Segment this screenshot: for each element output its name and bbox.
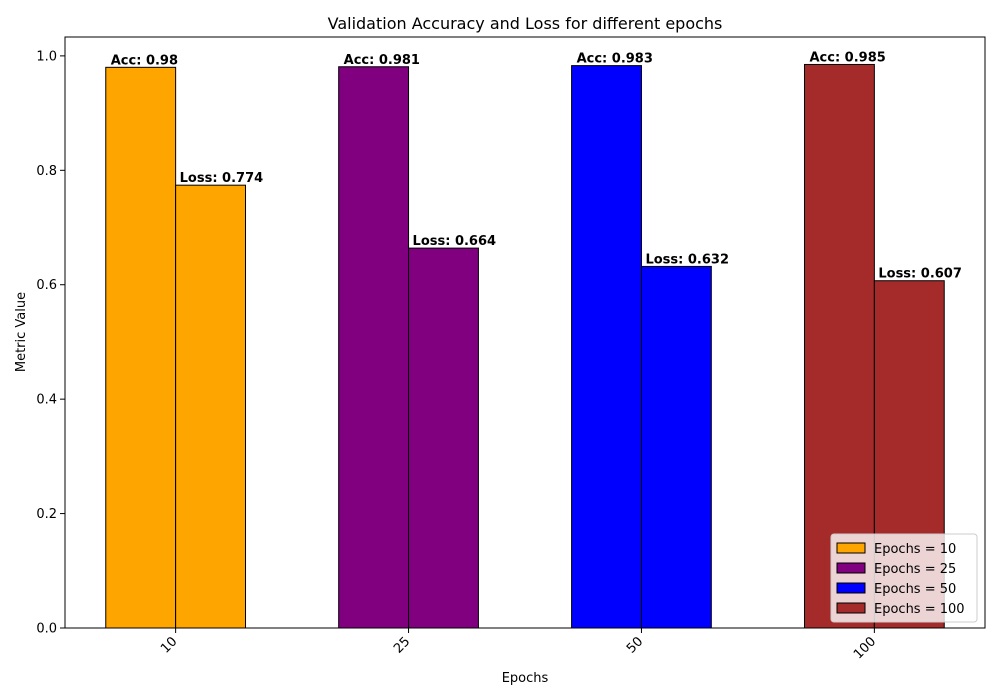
x-tick-label: 100 — [851, 634, 879, 662]
legend-label: Epochs = 100 — [874, 602, 965, 617]
legend-swatch — [836, 562, 866, 574]
legend-box — [830, 533, 978, 623]
accuracy-label: Acc: 0.985 — [809, 50, 885, 65]
accuracy-label: Acc: 0.98 — [111, 53, 178, 68]
accuracy-bar — [105, 66, 177, 629]
legend-swatch — [836, 582, 866, 594]
y-tick-label: 0.8 — [36, 164, 57, 179]
x-axis-label: Epochs — [502, 671, 549, 686]
accuracy-label: Acc: 0.981 — [344, 53, 420, 68]
legend-label: Epochs = 50 — [874, 582, 956, 597]
x-tick-label: 50 — [624, 634, 646, 656]
y-tick-label: 1.0 — [36, 49, 57, 64]
accuracy-bar — [338, 66, 410, 629]
y-tick-label: 0.6 — [36, 278, 57, 293]
accuracy-bar — [571, 65, 642, 629]
chart-title: Validation Accuracy and Loss for differe… — [328, 14, 723, 33]
x-tick-label: 10 — [158, 634, 180, 656]
loss-bar — [408, 247, 479, 629]
loss-bar — [640, 265, 712, 629]
loss-bar — [175, 184, 247, 629]
y-tick-label: 0.2 — [36, 507, 57, 522]
legend: Epochs = 10 Epochs = 25 Epochs = 50 Epochs … — [830, 533, 978, 623]
y-axis-label: Metric Value — [14, 292, 29, 372]
plot-area: 0.0 0.2 0.4 0.6 0.8 1.0 Acc: 0.98 Loss: 0.774 10… — [36, 49, 962, 662]
x-tick-label: 25 — [391, 634, 413, 656]
loss-label: Loss: 0.664 — [413, 234, 497, 249]
loss-label: Loss: 0.774 — [180, 171, 264, 186]
plot-frame — [64, 36, 986, 629]
legend-label: Epochs = 10 — [874, 542, 956, 557]
y-tick-label: 0.0 — [36, 622, 57, 637]
legend-swatch — [836, 602, 866, 614]
y-tick-label: 0.4 — [36, 393, 57, 408]
legend-label: Epochs = 25 — [874, 562, 956, 577]
loss-label: Loss: 0.607 — [878, 267, 962, 282]
accuracy-label: Acc: 0.983 — [577, 52, 653, 67]
loss-label: Loss: 0.632 — [645, 252, 729, 267]
legend-swatch — [836, 542, 866, 554]
